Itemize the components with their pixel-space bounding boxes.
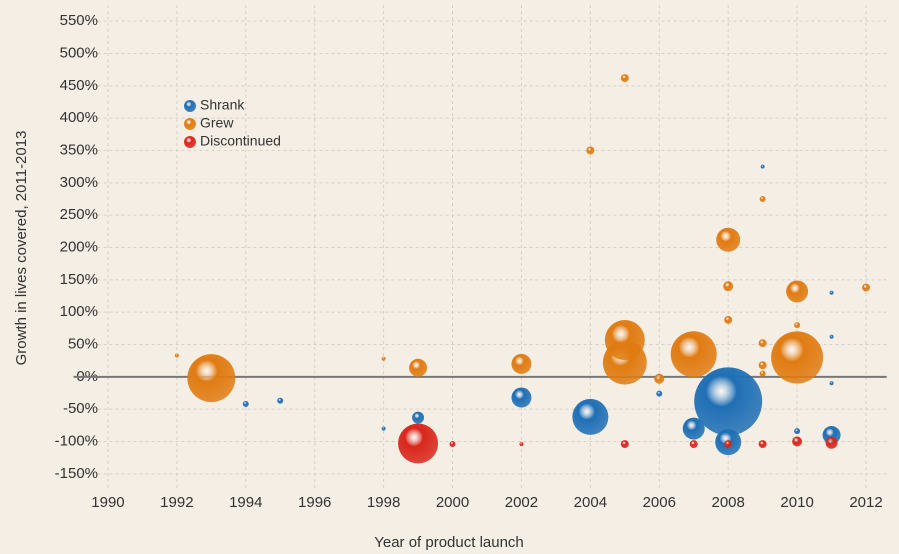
bubble (794, 322, 801, 329)
bubble (829, 334, 834, 339)
bubble (398, 423, 439, 464)
y-tick-label: -50% (63, 400, 98, 417)
bubble (511, 353, 532, 374)
bubble (519, 442, 524, 447)
x-tick-label: 2002 (505, 494, 538, 511)
x-tick-label: 1994 (229, 494, 262, 511)
bubble (242, 400, 249, 407)
x-axis-label: Year of product launch (374, 534, 524, 551)
bubble (829, 290, 834, 295)
y-tick-label: 300% (60, 174, 98, 191)
y-tick-label: 50% (68, 335, 98, 352)
bubble (412, 411, 425, 424)
bubble (511, 387, 532, 408)
x-tick-label: 2000 (436, 494, 469, 511)
x-tick-label: 2010 (780, 494, 813, 511)
y-tick-label: 400% (60, 109, 98, 126)
bubble (620, 440, 629, 449)
bubble (862, 283, 871, 292)
legend-marker (184, 118, 196, 130)
bubble (758, 339, 767, 348)
y-tick-label: 350% (60, 141, 98, 158)
legend-marker (184, 136, 196, 148)
bubble (656, 390, 663, 397)
y-tick-label: 500% (60, 44, 98, 61)
x-tick-label: 1992 (160, 494, 193, 511)
x-tick-label: 2004 (574, 494, 607, 511)
bubble (724, 315, 733, 324)
y-tick-label: 150% (60, 271, 98, 288)
bubble (759, 370, 766, 377)
bubble (829, 381, 834, 386)
bubble (794, 428, 801, 435)
bubble (689, 440, 698, 449)
bubble (825, 436, 838, 449)
bubble (572, 398, 609, 435)
bubble (620, 74, 629, 83)
y-tick-label: 550% (60, 12, 98, 29)
y-axis-label: Growth in lives covered, 2011-2013 (13, 131, 30, 366)
y-tick-label: 100% (60, 303, 98, 320)
bubble (187, 354, 236, 403)
y-tick-label: -100% (55, 432, 98, 449)
y-tick-label: 250% (60, 206, 98, 223)
legend-label: Discontinued (200, 133, 281, 149)
y-tick-label: 200% (60, 238, 98, 255)
bubble (758, 361, 767, 370)
bubble (682, 417, 705, 440)
bubble (716, 227, 741, 252)
bubble (792, 436, 803, 447)
bubble (174, 353, 179, 358)
y-tick-label: -150% (55, 465, 98, 482)
bubble (760, 164, 765, 169)
bubble (723, 281, 734, 292)
bubble (409, 358, 428, 377)
x-tick-label: 1998 (367, 494, 400, 511)
x-tick-label: 1990 (91, 494, 124, 511)
bubble (604, 319, 645, 360)
x-tick-label: 2006 (643, 494, 676, 511)
bubble (786, 280, 809, 303)
x-tick-label: 2012 (849, 494, 882, 511)
legend-marker (184, 100, 196, 112)
x-tick-label: 1996 (298, 494, 331, 511)
bubble (381, 426, 386, 431)
legend-label: Grew (200, 115, 234, 131)
bubble (724, 440, 733, 449)
bubble (449, 441, 456, 448)
y-tick-label: 450% (60, 77, 98, 94)
bubble (277, 397, 284, 404)
bubble (759, 196, 766, 202)
bubble (694, 367, 763, 436)
bubble (381, 356, 386, 361)
bubble (654, 373, 665, 384)
bubble (758, 440, 767, 449)
legend-label: Shrank (200, 97, 245, 113)
bubble (586, 146, 595, 155)
x-tick-label: 2008 (712, 494, 745, 511)
bubble (771, 331, 824, 384)
bubble (670, 331, 717, 378)
